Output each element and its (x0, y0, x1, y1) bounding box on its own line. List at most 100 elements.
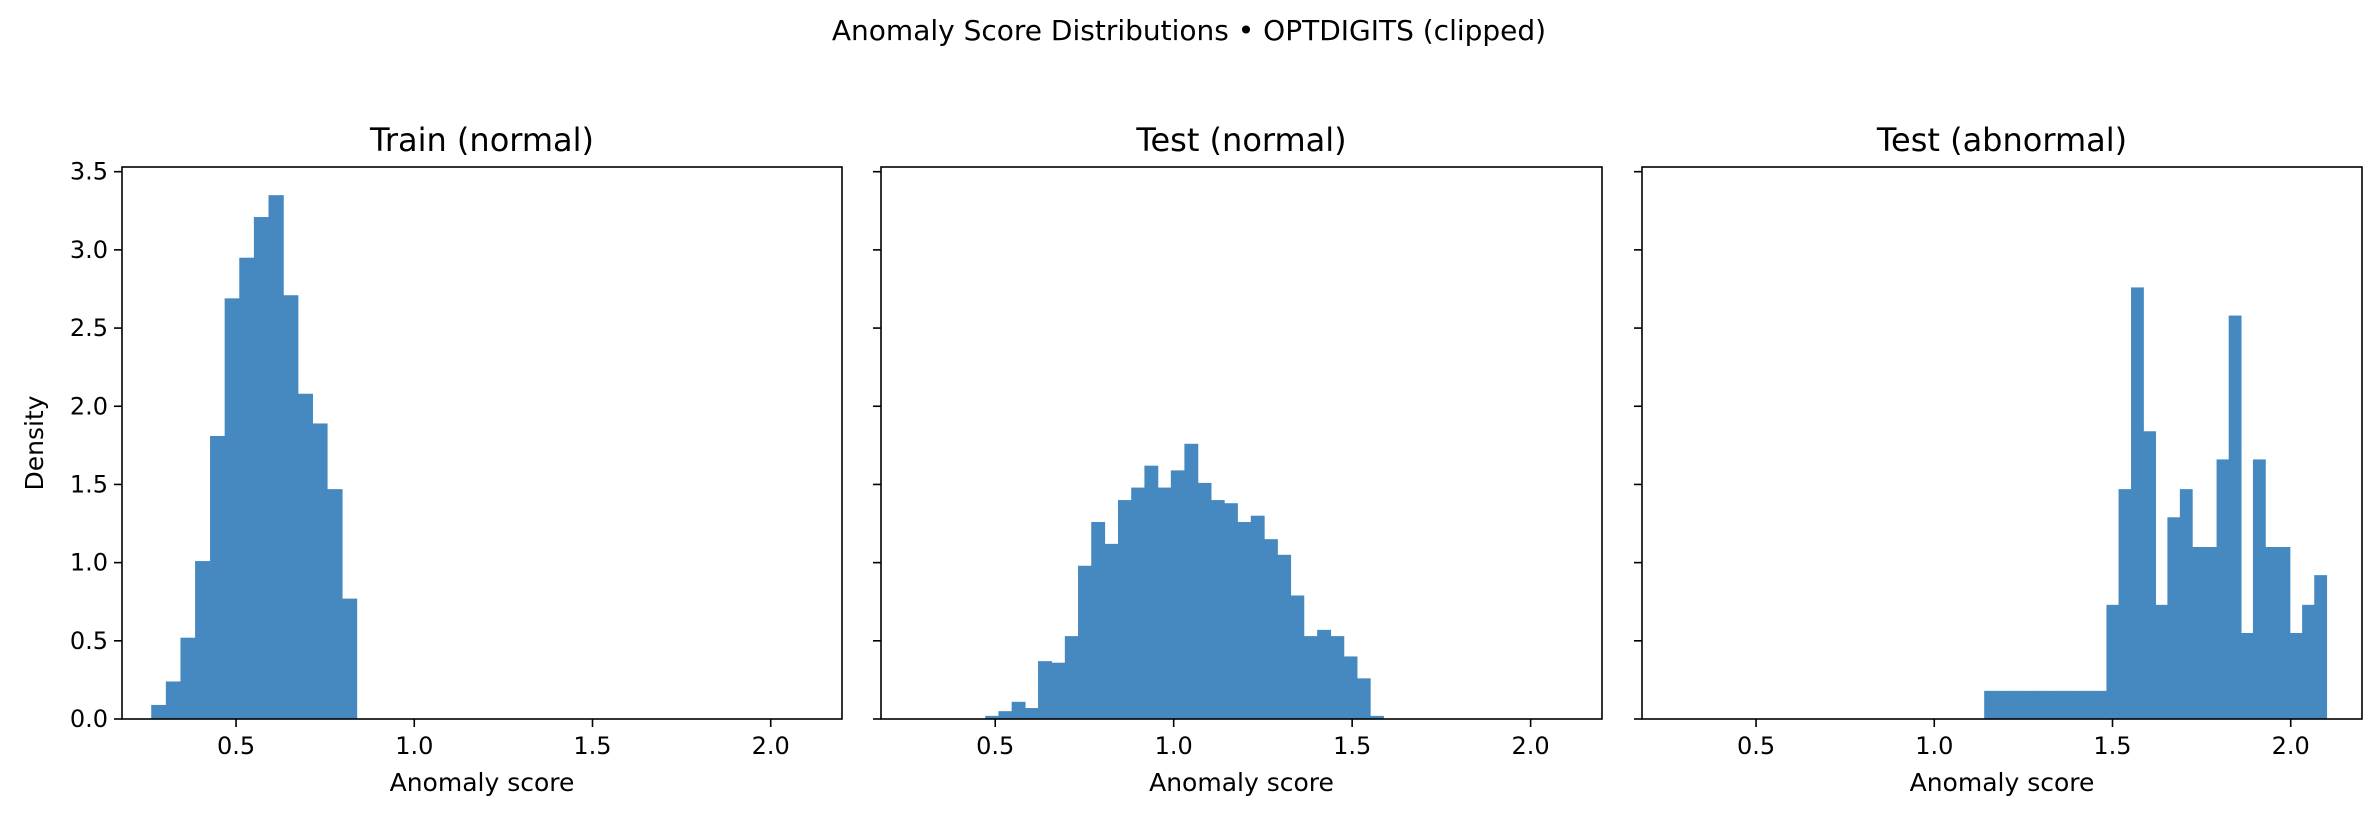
panel-test-normal: 0.5 1.0 1.5 2.0 Test (normal) Anomaly score (873, 121, 1603, 797)
histogram-bar-test-normal-24 (1303, 636, 1318, 719)
y-tick-label-train-normal-0: 0.0 (70, 705, 108, 733)
histogram-bar-test-normal-3 (1024, 708, 1039, 719)
histogram-bar-train-normal-6 (239, 257, 255, 719)
histogram-bar-test-normal-5 (1051, 662, 1066, 719)
histogram-bar-test-abnormal-6 (2057, 690, 2071, 719)
histogram-bar-test-abnormal-12 (2131, 287, 2144, 719)
histogram-bar-test-normal-0 (985, 715, 1000, 719)
x-tick-label-train-normal-1: 1.0 (395, 732, 433, 760)
y-tick-label-train-normal-2: 1.0 (70, 549, 108, 577)
histogram-bar-test-abnormal-21 (2240, 632, 2254, 719)
panel-title-test-abnormal: Test (abnormal) (1876, 121, 2127, 159)
histogram-bar-train-normal-3 (195, 561, 211, 719)
histogram-bar-test-abnormal-7 (2069, 690, 2083, 719)
histogram-bar-test-abnormal-0 (1984, 690, 1998, 719)
histogram-bar-test-abnormal-11 (2118, 489, 2132, 719)
histogram-bar-train-normal-9 (283, 295, 299, 719)
histogram-bar-test-abnormal-4 (2033, 690, 2046, 719)
x-tick-label-train-normal-3: 2.0 (752, 732, 790, 760)
histogram-bar-test-normal-12 (1144, 465, 1159, 719)
histogram-bar-test-normal-13 (1157, 487, 1172, 719)
histogram-bar-test-abnormal-16 (2179, 489, 2193, 719)
panel-title-train-normal: Train (normal) (369, 121, 594, 159)
histogram-bar-test-abnormal-14 (2155, 604, 2169, 719)
x-tick-label-test-normal-2: 1.5 (1333, 732, 1371, 760)
histogram-bars (1984, 287, 2328, 719)
histogram-bar-test-normal-8 (1091, 521, 1106, 719)
x-tick-label-train-normal-2: 1.5 (573, 732, 611, 760)
histogram-bar-train-normal-8 (268, 195, 284, 719)
x-axis-label-test-normal: Anomaly score (1149, 768, 1334, 797)
y-tick-label-train-normal-1: 0.5 (70, 627, 108, 655)
histogram-bars (985, 443, 1384, 719)
axes-frame-test-abnormal (1641, 166, 2363, 720)
histogram-bar-test-abnormal-17 (2191, 546, 2205, 719)
histogram-bar-test-abnormal-5 (2045, 690, 2059, 719)
x-tick-label-test-normal-3: 2.0 (1512, 732, 1550, 760)
histogram-bar-test-abnormal-18 (2204, 546, 2217, 719)
histogram-bar-test-abnormal-26 (2302, 604, 2315, 719)
histogram-bar-test-abnormal-20 (2228, 315, 2242, 719)
histogram-bar-test-normal-17 (1210, 500, 1225, 719)
histogram-bar-test-abnormal-8 (2081, 690, 2095, 719)
histogram-bar-test-abnormal-9 (2094, 690, 2108, 719)
histogram-bar-train-normal-5 (224, 298, 240, 719)
histogram-bar-test-abnormal-27 (2314, 575, 2328, 719)
x-tick-label-test-abnormal-1: 1.0 (1915, 732, 1953, 760)
y-tick-label-train-normal-6: 3.0 (70, 236, 108, 264)
histogram-bar-train-normal-12 (327, 489, 343, 719)
x-tick-label-test-normal-0: 0.5 (976, 732, 1014, 760)
histogram-bar-test-normal-27 (1343, 656, 1358, 719)
histogram-bar-test-normal-9 (1104, 543, 1119, 719)
histogram-bar-train-normal-10 (297, 393, 313, 719)
panel-title-test-normal: Test (normal) (1135, 121, 1346, 159)
histogram-bar-test-normal-20 (1250, 515, 1265, 719)
histogram-bar-test-normal-22 (1277, 554, 1292, 719)
histogram-bar-test-normal-11 (1131, 487, 1146, 719)
histogram-bar-test-abnormal-25 (2289, 632, 2303, 719)
axes-frame-train-normal (121, 166, 843, 720)
histogram-bar-test-abnormal-13 (2143, 431, 2156, 719)
histogram-bar-test-normal-25 (1317, 629, 1332, 719)
histogram-bar-test-normal-15 (1184, 443, 1199, 719)
histogram-bars (151, 195, 358, 719)
histogram-bar-test-abnormal-15 (2167, 517, 2181, 719)
histogram-bar-test-normal-6 (1064, 636, 1079, 719)
figure-suptitle: Anomaly Score Distributions • OPTDIGITS … (832, 14, 1546, 47)
histogram-bar-test-normal-28 (1356, 678, 1371, 719)
y-tick-label-train-normal-5: 2.5 (70, 314, 108, 342)
histogram-bar-train-normal-11 (312, 423, 328, 719)
histogram-bar-test-abnormal-3 (2020, 690, 2034, 719)
histogram-bar-test-abnormal-19 (2216, 459, 2230, 719)
panel-test-abnormal: 0.5 1.0 1.5 2.0 Test (abnormal) Anomaly score (1634, 121, 2363, 797)
histogram-bar-test-abnormal-22 (2252, 459, 2266, 719)
histogram-bar-test-normal-19 (1237, 521, 1252, 719)
x-tick-label-train-normal-0: 0.5 (217, 732, 255, 760)
histogram-bar-test-normal-26 (1330, 636, 1345, 719)
histogram-bar-test-normal-16 (1197, 482, 1212, 719)
histogram-bar-train-normal-0 (151, 704, 167, 719)
histogram-bar-test-abnormal-24 (2277, 546, 2291, 719)
histogram-bar-test-normal-2 (1011, 701, 1026, 719)
y-tick-label-train-normal-3: 1.5 (70, 470, 108, 498)
histogram-bar-train-normal-1 (165, 681, 182, 719)
axes-frame-test-normal (880, 166, 1603, 720)
histogram-bar-test-normal-14 (1170, 470, 1185, 719)
histogram-bar-test-normal-23 (1290, 595, 1305, 719)
histogram-bar-test-abnormal-10 (2106, 604, 2120, 719)
x-tick-label-test-abnormal-0: 0.5 (1737, 732, 1775, 760)
histogram-bar-test-normal-21 (1263, 539, 1278, 719)
x-axis-label-train-normal: Anomaly score (390, 768, 575, 797)
histogram-bar-test-normal-18 (1224, 503, 1238, 719)
histogram-bar-test-normal-7 (1078, 565, 1092, 719)
histogram-bar-test-normal-10 (1118, 500, 1132, 719)
y-tick-label-train-normal-7: 3.5 (70, 158, 108, 186)
histogram-bar-train-normal-7 (253, 217, 270, 719)
histogram-bar-test-abnormal-23 (2265, 546, 2279, 719)
histogram-bar-train-normal-4 (210, 435, 226, 719)
y-axis-label-train-normal: Density (20, 395, 49, 490)
histogram-bar-test-abnormal-2 (2008, 690, 2022, 719)
histogram-bar-test-normal-29 (1370, 715, 1384, 719)
histogram-bar-test-abnormal-1 (1996, 690, 2010, 719)
